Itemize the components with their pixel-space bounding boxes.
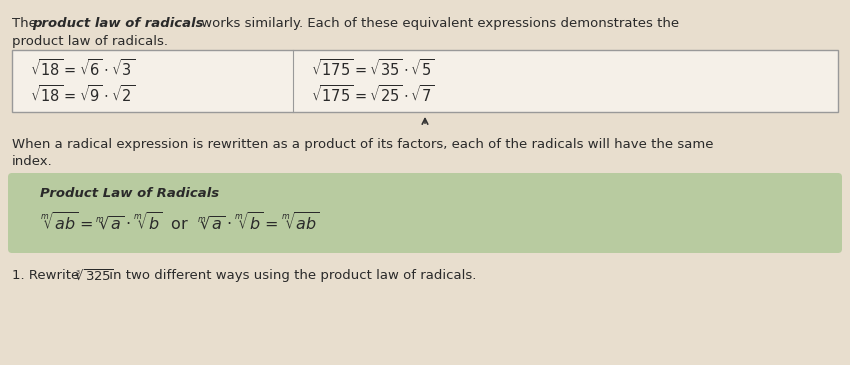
Text: index.: index. [12,155,53,168]
Text: Product Law of Radicals: Product Law of Radicals [40,187,219,200]
Text: $\sqrt[m]{ab} = \sqrt[m]{a} \cdot \sqrt[m]{b}$  or  $\sqrt[m]{a} \cdot \sqrt[m]{: $\sqrt[m]{ab} = \sqrt[m]{a} \cdot \sqrt[… [40,211,320,233]
Text: product law of radicals: product law of radicals [32,17,203,30]
Text: When a radical expression is rewritten as a product of its factors, each of the : When a radical expression is rewritten a… [12,138,713,151]
Text: works similarly. Each of these equivalent expressions demonstrates the: works similarly. Each of these equivalen… [197,17,679,30]
Text: 1. Rewrite: 1. Rewrite [12,269,83,282]
Text: $\sqrt{18} = \sqrt{9} \cdot \sqrt{2}$: $\sqrt{18} = \sqrt{9} \cdot \sqrt{2}$ [30,84,135,105]
Text: $\sqrt{175} = \sqrt{25} \cdot \sqrt{7}$: $\sqrt{175} = \sqrt{25} \cdot \sqrt{7}$ [311,84,434,105]
Text: $\sqrt{175} = \sqrt{35} \cdot \sqrt{5}$: $\sqrt{175} = \sqrt{35} \cdot \sqrt{5}$ [311,58,434,79]
Text: in two different ways using the product law of radicals.: in two different ways using the product … [105,269,476,282]
FancyBboxPatch shape [12,50,838,112]
Text: The: The [12,17,41,30]
FancyBboxPatch shape [8,173,842,253]
Text: $\sqrt{18} = \sqrt{6} \cdot \sqrt{3}$: $\sqrt{18} = \sqrt{6} \cdot \sqrt{3}$ [30,58,135,79]
Text: product law of radicals.: product law of radicals. [12,35,168,48]
Text: $\sqrt[3]{325}$: $\sqrt[3]{325}$ [75,269,114,284]
